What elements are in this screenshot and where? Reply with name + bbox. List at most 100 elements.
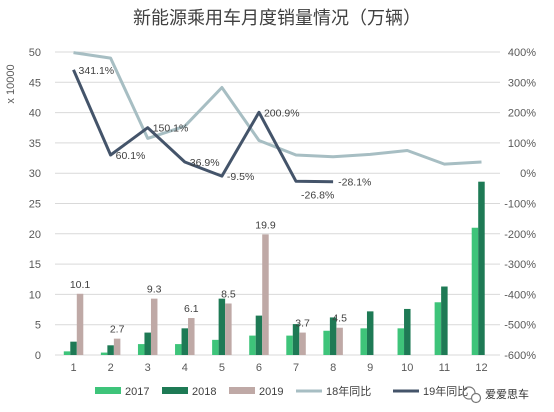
bar-2018: [144, 332, 151, 355]
bar-2019: [262, 234, 269, 355]
legend-label-2019: 2019: [259, 386, 283, 398]
data-label-19年同比: 60.1%: [116, 150, 146, 162]
bar-2019: [299, 332, 306, 355]
bar-2019: [188, 318, 195, 355]
y2-tick-label: 400%: [508, 47, 536, 59]
data-label-19年同比: 200.9%: [264, 107, 300, 119]
y2-tick-label: -600%: [504, 350, 536, 362]
legend-swatch-2018: [162, 387, 188, 394]
legend-label-18年同比: 18年同比: [326, 384, 371, 398]
legend-label-2018: 2018: [192, 386, 216, 398]
y-tick-label: 40: [29, 108, 41, 120]
gridlines: [55, 51, 500, 356]
watermark: 爱爱思车: [462, 386, 529, 404]
y-tick-label: 30: [29, 168, 41, 180]
data-label-19年同比: -9.5%: [227, 171, 254, 183]
bar-2018: [255, 315, 263, 355]
y2-tick-label: 200%: [508, 108, 536, 120]
bar-2017: [249, 335, 256, 355]
bar-2017: [175, 344, 182, 355]
data-label-2019: 4.5: [332, 313, 347, 325]
y-tick-label: 50: [29, 47, 41, 59]
data-label-19年同比: -28.1%: [338, 177, 371, 189]
y-tick-label: 45: [29, 77, 41, 89]
bar-2019: [150, 298, 158, 355]
x-tick-label: 8: [330, 362, 336, 374]
y-tick-label: 0: [35, 350, 41, 362]
y2-tick-label: -100%: [504, 199, 536, 211]
y-tick-label: 10: [29, 289, 41, 301]
y-tick-label: 20: [29, 229, 41, 241]
x-tick-label: 5: [219, 362, 225, 374]
data-label-2019: 3.7: [295, 318, 310, 330]
data-label-2019: 2.7: [110, 324, 125, 336]
y-tick-label: 25: [29, 199, 41, 211]
wechat-icon: [462, 386, 482, 404]
bar-2017: [471, 227, 479, 355]
bars: [63, 181, 485, 355]
x-tick-label: 9: [367, 362, 373, 374]
y2-tick-label: -200%: [504, 229, 536, 241]
bar-2017: [137, 344, 145, 355]
legend-swatch-2017: [95, 387, 121, 394]
y2-tick-label: 100%: [508, 138, 536, 150]
bar-2018: [70, 341, 77, 355]
bar-2017: [434, 302, 442, 355]
bar-2018: [218, 298, 226, 355]
data-label-2019: 10.1: [70, 279, 91, 291]
x-tick-label: 3: [145, 362, 151, 374]
y2-tick-label: 0%: [520, 168, 536, 180]
bar-2018: [441, 286, 448, 355]
data-label-2019: 9.3: [147, 284, 162, 296]
y2-tick-label: -300%: [504, 259, 536, 271]
y2-tick-label: -500%: [504, 320, 536, 332]
x-tick-label: 4: [182, 362, 188, 374]
bar-2017: [212, 339, 219, 355]
bar-2018: [292, 324, 300, 355]
data-label-2019: 8.5: [221, 288, 236, 300]
y-tick-label: 15: [29, 259, 41, 271]
chart-title: 新能源乘用车月度销量情况（万辆）: [133, 8, 421, 29]
x-tick-label: 2: [108, 362, 114, 374]
line-19年同比: [72, 69, 334, 184]
bar-2019: [336, 327, 343, 355]
y2-tick-label: -400%: [504, 289, 536, 301]
data-label-19年同比: -26.8%: [301, 189, 334, 201]
bar-2018: [329, 317, 337, 355]
bar-2019: [225, 303, 232, 355]
bar-2018: [404, 308, 411, 355]
x-tick-label: 6: [256, 362, 262, 374]
y-axis-title: x 10000: [5, 64, 17, 103]
x-tick-label: 1: [70, 362, 76, 374]
legend: 2017 2018 2019 18年同比 19年同比: [95, 384, 468, 398]
bar-2018: [107, 345, 114, 355]
bar-2017: [100, 352, 108, 355]
x-tick-label: 11: [439, 362, 450, 374]
legend-swatch-2019: [229, 387, 255, 394]
bar-2017: [63, 351, 71, 355]
x-tick-label: 12: [475, 362, 487, 374]
data-label-19年同比: 36.9%: [190, 157, 220, 169]
lines: [72, 51, 482, 184]
bar-2018: [181, 328, 189, 355]
bar-2018: [366, 311, 374, 355]
data-labels: 10.1 2.7 9.3 6.1 8.5 19.9 3.7 4.5 341.1% 60.1% 150…: [70, 65, 372, 336]
bar-2017: [360, 328, 367, 355]
legend-label-19年同比: 19年同比: [423, 384, 468, 398]
y-tick-label: 35: [29, 138, 41, 150]
bar-2017: [286, 335, 293, 355]
bar-2019: [113, 338, 121, 355]
legend-label-2017: 2017: [125, 386, 149, 398]
y2-tick-label: 300%: [508, 77, 536, 89]
x-tick-label: 7: [293, 362, 299, 374]
x-tick-label: 10: [401, 362, 413, 374]
axes: 0 5 10 15 20 25 30 35 40 45 50 -600% -500% -400% -300%…: [29, 47, 536, 374]
bar-2017: [323, 330, 330, 355]
bar-2018: [478, 181, 485, 355]
data-label-2019: 6.1: [184, 303, 199, 315]
data-label-19年同比: 150.1%: [153, 123, 189, 135]
data-label-2019: 19.9: [255, 219, 276, 231]
bar-2019: [76, 293, 84, 355]
